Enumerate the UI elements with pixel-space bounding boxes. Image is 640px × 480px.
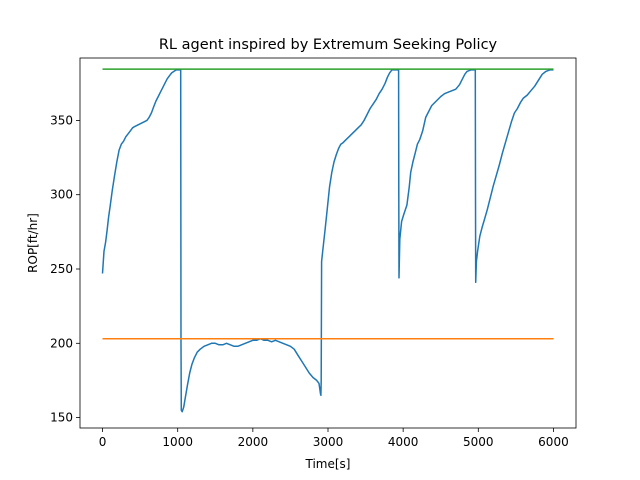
plot-series [101, 68, 554, 413]
y-tick-label: 150 [50, 411, 73, 425]
y-tick-label: 250 [50, 262, 73, 276]
y-axis-ticks: 150 200 250 300 350 [50, 113, 80, 425]
x-tick-label: 2000 [238, 435, 269, 449]
y-tick-label: 300 [50, 188, 73, 202]
y-axis-label: ROP[ft/hr] [26, 213, 40, 273]
x-tick-label: 0 [99, 435, 107, 449]
chart-title: RL agent inspired by Extremum Seeking Po… [159, 37, 498, 53]
x-tick-label: 1000 [162, 435, 193, 449]
x-tick-label: 3000 [313, 435, 344, 449]
x-axis-ticks: 0 1000 2000 3000 4000 5000 6000 [99, 428, 569, 449]
x-tick-label: 4000 [388, 435, 419, 449]
y-tick-label: 350 [50, 113, 73, 127]
series-line-1 [101, 69, 554, 413]
x-axis-label: Time[s] [305, 457, 351, 471]
x-tick-label: 5000 [463, 435, 494, 449]
y-tick-label: 200 [50, 336, 73, 350]
x-tick-label: 6000 [538, 435, 569, 449]
